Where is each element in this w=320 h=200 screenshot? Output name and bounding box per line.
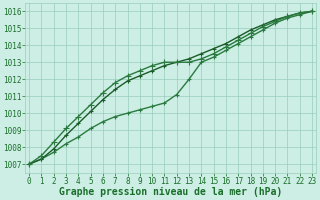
X-axis label: Graphe pression niveau de la mer (hPa): Graphe pression niveau de la mer (hPa) <box>59 187 282 197</box>
